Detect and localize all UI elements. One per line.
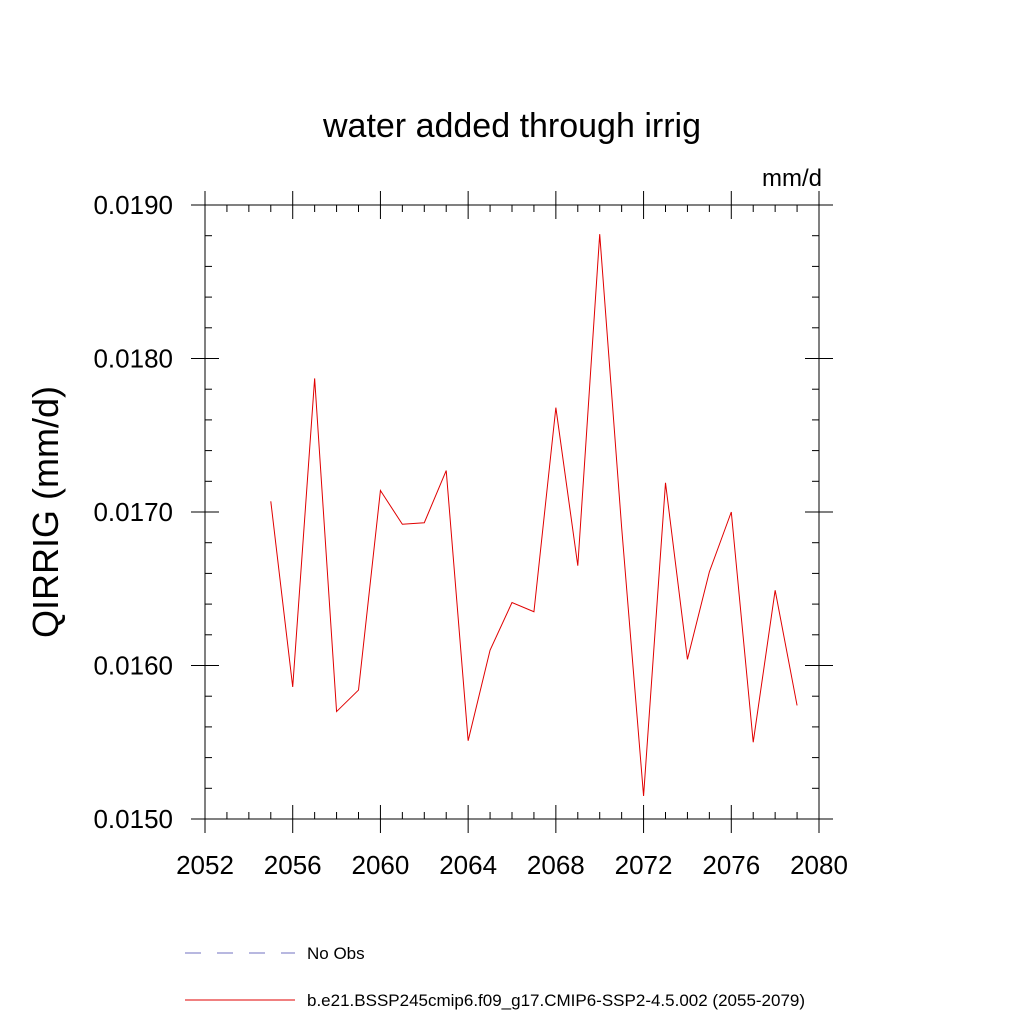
- y-tick-label: 0.0160: [93, 651, 173, 681]
- x-tick-label: 2064: [439, 850, 497, 880]
- x-tick-label: 2068: [527, 850, 585, 880]
- series-group: [270, 234, 798, 797]
- y-tick-label: 0.0180: [93, 344, 173, 374]
- legend-label-no-obs: No Obs: [307, 944, 365, 963]
- x-tick-label: 2072: [615, 850, 673, 880]
- x-tick-label: 2056: [264, 850, 322, 880]
- x-tick-label: 2052: [176, 850, 234, 880]
- series-line: [270, 234, 798, 797]
- y-tick-label: 0.0190: [93, 190, 173, 220]
- units-label: mm/d: [762, 165, 822, 192]
- x-tick-label: 2076: [702, 850, 760, 880]
- x-tick-label: 2080: [790, 850, 848, 880]
- legend-label-series: b.e21.BSSP245cmip6.f09_g17.CMIP6-SSP2-4.…: [307, 991, 805, 1010]
- chart-title: water added through irrig: [322, 107, 701, 145]
- y-tick-label: 0.0170: [93, 497, 173, 527]
- x-tick-label: 2060: [352, 850, 410, 880]
- y-axis-label: QIRRIG (mm/d): [25, 386, 66, 638]
- axis-ticks: [191, 191, 833, 833]
- x-tick-labels: 2052 2056 2060 2064 2068 2072 2076 2080: [176, 850, 848, 880]
- legend: No Obs b.e21.BSSP245cmip6.f09_g17.CMIP6-…: [185, 944, 805, 1010]
- y-tick-label: 0.0150: [93, 804, 173, 834]
- y-tick-labels: 0.0150 0.0160 0.0170 0.0180 0.0190: [93, 190, 173, 834]
- plot-frame: [204, 204, 820, 820]
